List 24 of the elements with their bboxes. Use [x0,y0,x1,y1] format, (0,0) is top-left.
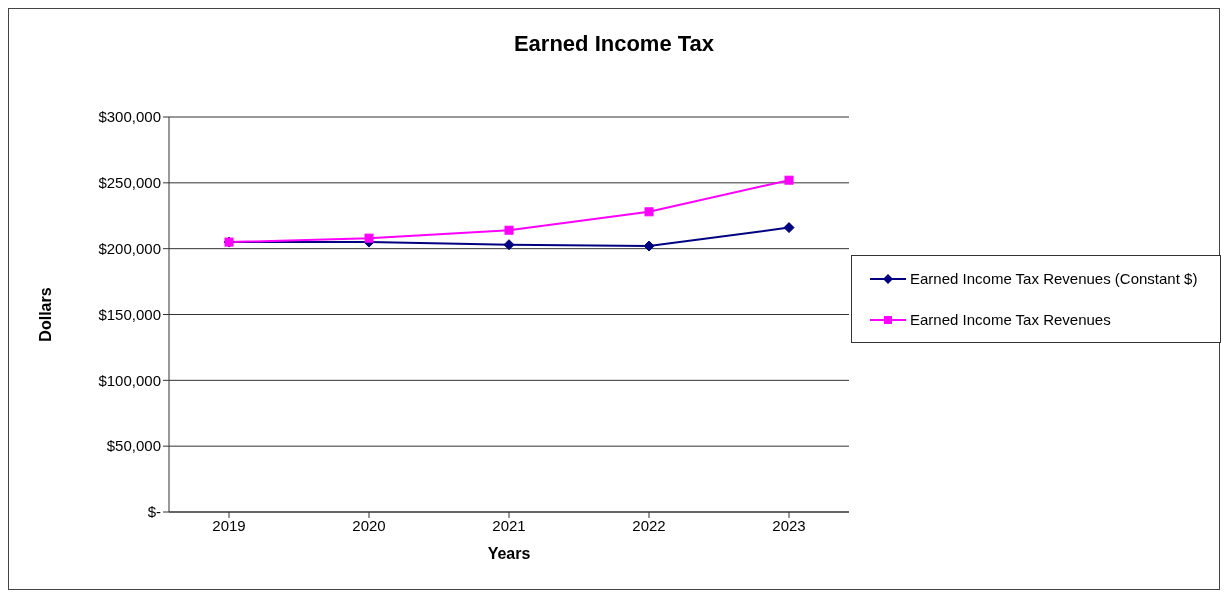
y-tick-label: $100,000 [98,371,161,389]
x-tick-label: 2023 [772,516,806,534]
y-axis-title: Dollars [36,287,54,342]
point [644,207,654,217]
point [364,233,374,243]
y-tick-label: $150,000 [98,305,161,323]
x-tick-label: 2022 [632,516,666,534]
y-tick-label: $200,000 [98,239,161,257]
point [784,175,794,185]
point [503,239,515,251]
x-tick-label: 2021 [492,516,526,534]
y-tick-label: $300,000 [98,108,161,126]
point [643,240,655,252]
x-axis-title: Years [487,545,531,562]
legend-label: Earned Income Tax Revenues (Constant $) [910,270,1198,287]
x-tick-label: 2020 [352,516,386,534]
y-tick-label: $250,000 [98,174,161,192]
point [783,222,795,234]
y-tick-label: $- [147,503,161,521]
y-tick-label: $50,000 [106,437,161,455]
x-tick-label: 2019 [212,516,246,534]
point [504,225,514,235]
legend-label: Earned Income Tax Revenues [910,311,1111,328]
chart-title: Earned Income Tax [512,31,716,57]
